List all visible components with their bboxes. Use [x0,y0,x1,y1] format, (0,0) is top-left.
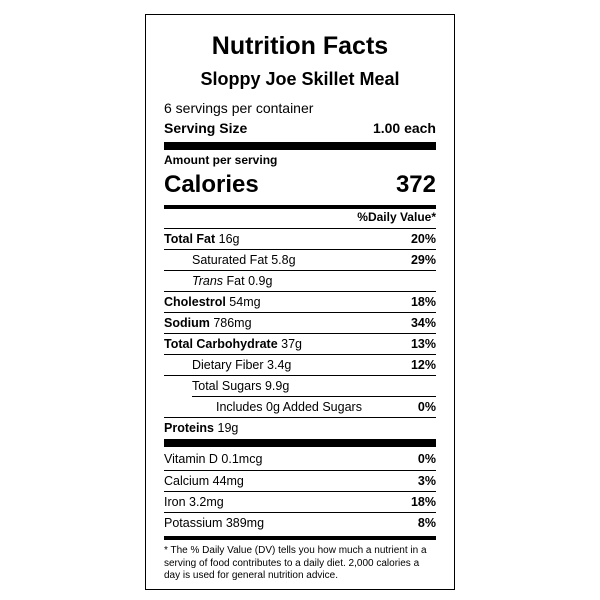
amount-per-serving: Amount per serving [164,153,278,167]
row-divider [164,417,436,418]
nutrient-dv: 12% [410,358,436,372]
nutrient-row-proteins: Proteins 19g [164,418,436,438]
nutrient-name-suffix: Fat [226,274,245,288]
vitamin-row-iron: Iron 3.2mg 18% [164,492,436,512]
vitamin-row-calcium: Calcium 44mg 3% [164,471,436,491]
nutrient-amount: 0.9g [248,274,273,288]
vitamin-dv: 0% [417,452,436,466]
nutrient-row-cholestrol: Cholestrol 54mg 18% [164,292,436,312]
nutrient-dv: 20% [410,232,436,246]
vitamin-name: Vitamin D 0.1mcg [164,452,263,466]
vitamin-dv: 18% [410,495,436,509]
nutrient-name: Proteins [164,421,215,435]
servings-per-container: 6 servings per container [164,100,314,116]
row-divider [192,396,436,397]
calories-value: 372 [395,171,436,198]
medium-divider [164,536,436,540]
vitamin-row-potassium: Potassium 389mg 8% [164,513,436,533]
footnote: * The % Daily Value (DV) tells you how m… [164,545,427,581]
medium-divider [164,205,436,209]
nutrient-name: Saturated Fat [192,253,268,267]
daily-value-header: %Daily Value* [357,210,436,224]
row-divider [164,228,436,229]
vitamin-name: Calcium 44mg [164,474,244,488]
serving-size-label: Serving Size [164,120,248,136]
row-divider [164,249,436,250]
nutrient-name: Cholestrol [164,295,226,309]
row-divider [164,270,436,271]
thick-divider [164,439,436,447]
nutrient-row-sodium: Sodium 786mg 34% [164,313,436,333]
product-name: Sloppy Joe Skillet Meal [200,69,400,89]
row-divider [164,291,436,292]
row-divider [164,470,436,471]
nutrient-row-total-carbohydrate: Total Carbohydrate 37g 13% [164,334,436,354]
nutrient-name: Total Carbohydrate [164,337,278,351]
nutrient-name: Includes 0g Added Sugars [216,400,362,414]
row-divider [164,312,436,313]
nutrient-name: Total Sugars [192,379,262,393]
row-divider [164,354,436,355]
vitamin-dv: 3% [417,474,436,488]
nutrient-row-trans-fat: Trans Fat 0.9g [164,271,436,291]
vitamin-name: Potassium 389mg [164,516,265,530]
nutrient-row-total-fat: Total Fat 16g 20% [164,229,436,249]
nutrient-amount: 3.4g [267,358,292,372]
nutrient-amount: 54mg [229,295,261,309]
vitamin-dv: 8% [417,516,436,530]
nutrient-dv: 29% [410,253,436,267]
nutrient-name: Sodium [164,316,210,330]
calories-row: Calories 372 [164,169,436,201]
nutrient-row-saturated-fat: Saturated Fat 5.8g 29% [164,250,436,270]
nutrient-amount: 19g [217,421,239,435]
nutrient-amount: 37g [281,337,303,351]
vitamin-row-vitamin-d: Vitamin D 0.1mcg 0% [164,449,436,469]
thick-divider [164,142,436,150]
serving-size-value: 1.00 each [372,120,436,136]
nutrient-amount: 16g [218,232,240,246]
row-divider [164,491,436,492]
nutrient-amount: 9.9g [264,379,290,393]
label-title: Nutrition Facts [211,32,389,60]
nutrient-dv: 18% [410,295,436,309]
row-divider [164,512,436,513]
serving-size-row: Serving Size 1.00 each [164,119,436,139]
nutrient-dv: 13% [410,337,436,351]
nutrient-row-added-sugars: Includes 0g Added Sugars 0% [164,397,436,417]
nutrient-name: Dietary Fiber [192,358,264,372]
nutrient-amount: 5.8g [271,253,296,267]
nutrient-dv: 34% [410,316,436,330]
nutrient-amount: 786mg [213,316,252,330]
row-divider [164,375,436,376]
nutrient-row-total-sugars: Total Sugars 9.9g [164,376,436,396]
nutrient-row-dietary-fiber: Dietary Fiber 3.4g 12% [164,355,436,375]
nutrient-name: Total Fat [164,232,216,246]
nutrient-name: Trans [192,274,224,288]
nutrition-facts-label: Nutrition Facts Sloppy Joe Skillet Meal … [145,14,455,590]
nutrient-dv: 0% [417,400,436,414]
vitamin-name: Iron 3.2mg [164,495,224,509]
row-divider [164,333,436,334]
calories-label: Calories [164,171,259,198]
